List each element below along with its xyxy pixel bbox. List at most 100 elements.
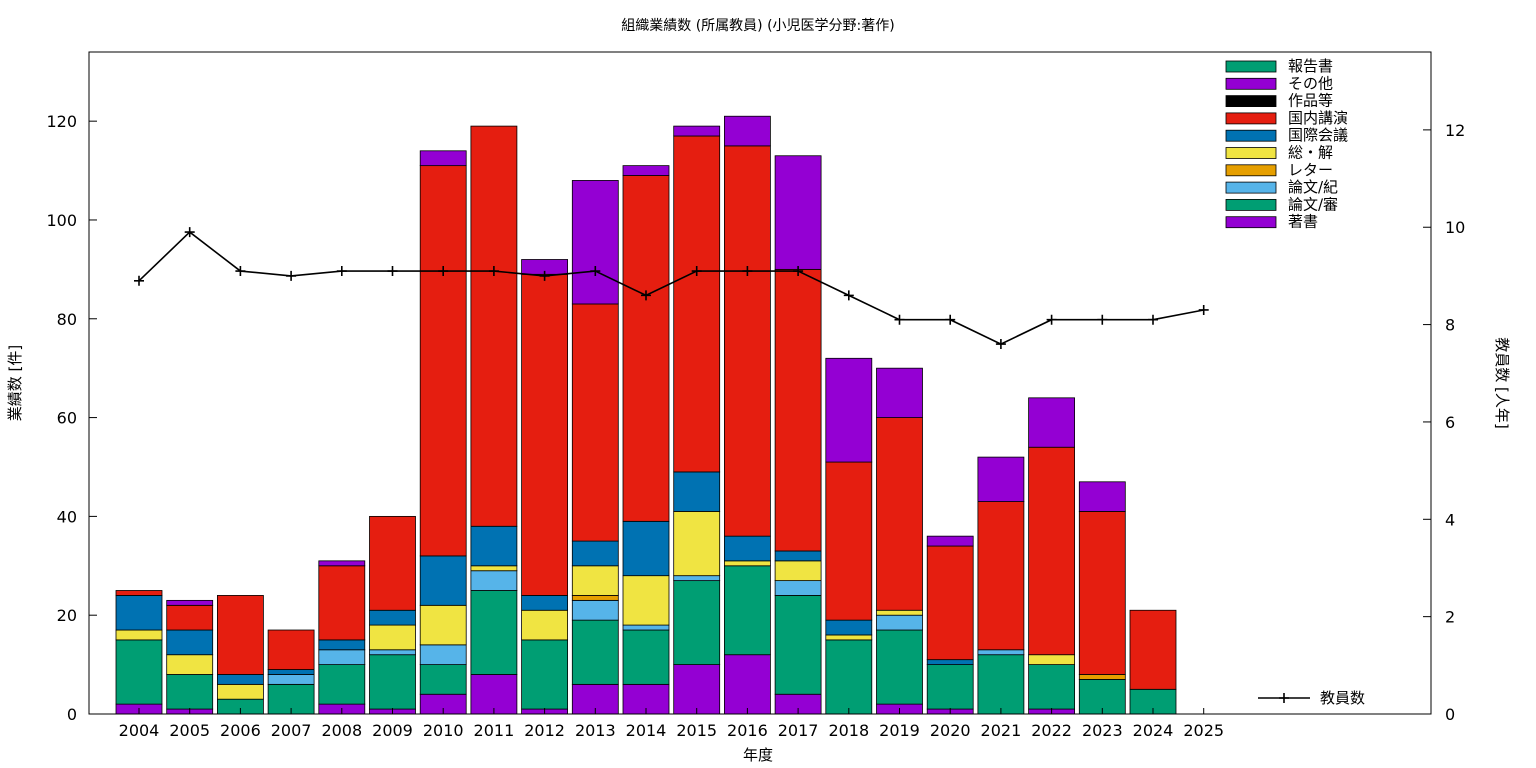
bar-segment (622, 520, 670, 577)
bar-segment (470, 565, 518, 572)
faculty-count-point (336, 266, 347, 277)
bar-segment (419, 644, 467, 665)
faculty-count-point (184, 227, 195, 238)
x-tick-label: 2013 (575, 721, 616, 740)
bar-segment (267, 629, 315, 670)
faculty-count-point (894, 314, 905, 325)
bar-segment (470, 570, 518, 591)
bar-segment (774, 155, 822, 270)
bar-segment (825, 619, 873, 636)
y2-tick-label: 10 (1445, 218, 1465, 237)
faculty-count-point (843, 290, 854, 301)
bar-segment (1028, 654, 1075, 665)
x-tick-label: 2015 (676, 721, 717, 740)
legend-label: 国内講演 (1288, 109, 1348, 127)
bar-segment (1028, 446, 1075, 656)
bar-segment (369, 649, 416, 656)
faculty-count-point (793, 266, 804, 277)
y-tick-label: 100 (46, 211, 77, 230)
faculty-count-point (641, 290, 651, 301)
y-tick-label: 20 (57, 606, 77, 625)
bar-segment (876, 614, 923, 631)
x-tick-label: 2024 (1133, 721, 1174, 740)
bar-segment (724, 145, 771, 537)
y2-tick-label: 6 (1445, 413, 1455, 432)
legend-swatch (1225, 77, 1277, 90)
bar-segment (318, 565, 366, 641)
legend-swatch (1225, 198, 1277, 211)
bar-segment (1028, 664, 1075, 710)
bar-segment (369, 609, 416, 626)
faculty-count-point (691, 266, 702, 277)
bar-segment (267, 669, 315, 675)
bar-segment (419, 555, 467, 606)
y-tick-label: 120 (46, 112, 77, 131)
legend-swatch (1225, 147, 1277, 159)
bar-segment (622, 575, 670, 626)
faculty-count-point (539, 270, 550, 281)
x-tick-label: 2007 (271, 721, 312, 740)
legend-swatch (1225, 164, 1277, 177)
axes-layer: 0 20 40 60 80 100 120 0 2 4 6 8 10 12 2004 2005 2006 2007… (46, 112, 1465, 740)
legend-swatch (1225, 60, 1277, 73)
bar-segment (571, 619, 619, 685)
bar-segment (876, 417, 923, 611)
faculty-count-point (235, 266, 246, 277)
bar-segment (318, 649, 366, 665)
bar-segment (419, 165, 467, 557)
bar-segment (267, 674, 315, 685)
bar-segment (571, 565, 619, 596)
bar-segment (825, 357, 873, 463)
y2-tick-label: 4 (1445, 510, 1455, 529)
bar-segment (318, 664, 366, 705)
bar-segment (470, 590, 518, 675)
bars-layer (115, 115, 1177, 715)
bar-segment (774, 550, 822, 562)
faculty-count-point (742, 266, 753, 277)
x-tick-label: 2025 (1183, 721, 1224, 740)
bar-segment (1078, 674, 1126, 680)
y2-tick-label: 12 (1445, 121, 1465, 140)
faculty-count-point (1097, 314, 1108, 325)
bar-segment (977, 501, 1025, 651)
bar-segment (470, 674, 518, 715)
legend-label: 国際会議 (1288, 126, 1348, 144)
bar-segment (166, 629, 214, 656)
faculty-count-point (945, 314, 956, 325)
bar-segment (977, 649, 1025, 656)
x-tick-label: 2005 (169, 721, 210, 740)
bar-segment (673, 125, 721, 137)
faculty-count-line (138, 231, 1204, 345)
bar-segment (926, 535, 974, 547)
bar-segment (216, 674, 264, 685)
x-tick-label: 2021 (981, 721, 1022, 740)
bar-segment (622, 165, 670, 176)
faculty-count-point (995, 339, 1006, 350)
y-tick-label: 40 (57, 507, 77, 526)
bar-segment (571, 595, 619, 601)
bar-segment (977, 654, 1025, 715)
x-tick-label: 2022 (1031, 721, 1072, 740)
line-layer (134, 227, 1209, 350)
x-tick-label: 2016 (727, 721, 768, 740)
bar-segment (216, 595, 264, 675)
legend-swatch (1225, 181, 1277, 194)
faculty-count-point (1046, 314, 1057, 325)
legend-line-marker (1279, 693, 1289, 703)
faculty-count-point (387, 266, 398, 277)
bar-segment (622, 624, 670, 631)
bar-segment (521, 273, 568, 596)
faculty-count-point (1148, 314, 1158, 325)
x-tick-label: 2023 (1082, 721, 1123, 740)
bar-segment (825, 461, 873, 621)
bar-segment (470, 125, 518, 527)
bar-segment (318, 560, 366, 567)
bar-segment (622, 175, 670, 522)
x-tick-label: 2009 (372, 721, 413, 740)
bar-segment (926, 659, 974, 665)
bar-segment (369, 515, 416, 611)
bar-segment (825, 639, 873, 715)
bar-segment (724, 115, 771, 147)
bar-segment (673, 471, 721, 512)
